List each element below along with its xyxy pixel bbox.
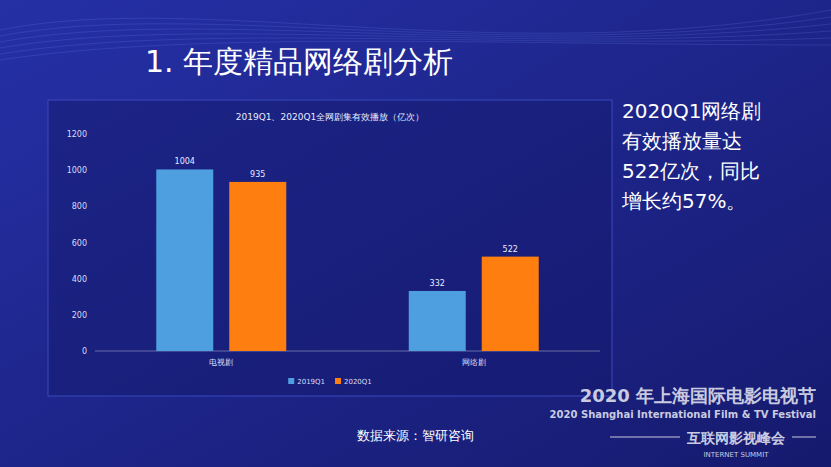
legend-label: 2020Q1 [344, 378, 372, 386]
x-tick-label: 网络剧 [462, 358, 486, 367]
summit-title: 互联网影视峰会 [686, 430, 786, 446]
note-line: 增长约57%。 [621, 189, 746, 213]
note-line: 2020Q1网络剧 [622, 99, 761, 123]
x-tick-label: 电视剧 [209, 358, 233, 367]
heading: 1. 年度精品网络剧分析 [145, 44, 453, 79]
event-title: 2020 年上海国际电影电视节 [580, 385, 816, 406]
legend-swatch [335, 378, 341, 384]
summit-subtitle: INTERNET SUMMIT [703, 451, 769, 459]
data-label: 935 [250, 170, 265, 179]
note-line: 有效播放量达 [622, 129, 742, 153]
y-tick-label: 800 [72, 202, 87, 211]
decor-wave [0, 17, 831, 36]
chart-title: 2019Q1、2020Q1全网剧集有效播放（亿次） [236, 112, 424, 122]
decor-line [610, 437, 680, 438]
note-line: 522亿次，同比 [622, 159, 760, 183]
bar [409, 291, 466, 351]
bar [229, 182, 286, 351]
y-tick-label: 600 [72, 239, 87, 248]
y-tick-label: 1200 [67, 130, 87, 139]
legend: 2019Q1 2020Q1 [288, 378, 372, 386]
data-labels: 1004 935 332 522 [175, 157, 518, 288]
decor-line [792, 437, 816, 438]
background [0, 0, 831, 467]
bar [156, 169, 213, 351]
event-subtitle: 2020 Shanghai International Film & TV Fe… [550, 409, 816, 420]
chart-frame [48, 100, 612, 396]
data-label: 522 [503, 245, 518, 254]
y-tick-label: 200 [72, 311, 87, 320]
y-tick-label: 0 [82, 347, 87, 356]
data-label: 332 [430, 279, 445, 288]
source: 数据来源：智研咨询 [357, 428, 474, 443]
y-tick-label: 400 [72, 275, 87, 284]
legend-label: 2019Q1 [297, 378, 325, 386]
data-label: 1004 [175, 157, 195, 166]
slide: 1. 年度精品网络剧分析 2019Q1、2020Q1全网剧集有效播放（亿次） 0 20… [0, 0, 831, 467]
legend-swatch [288, 378, 294, 384]
bars [156, 169, 539, 351]
bar [482, 257, 539, 351]
y-tick-label: 1000 [67, 166, 87, 175]
